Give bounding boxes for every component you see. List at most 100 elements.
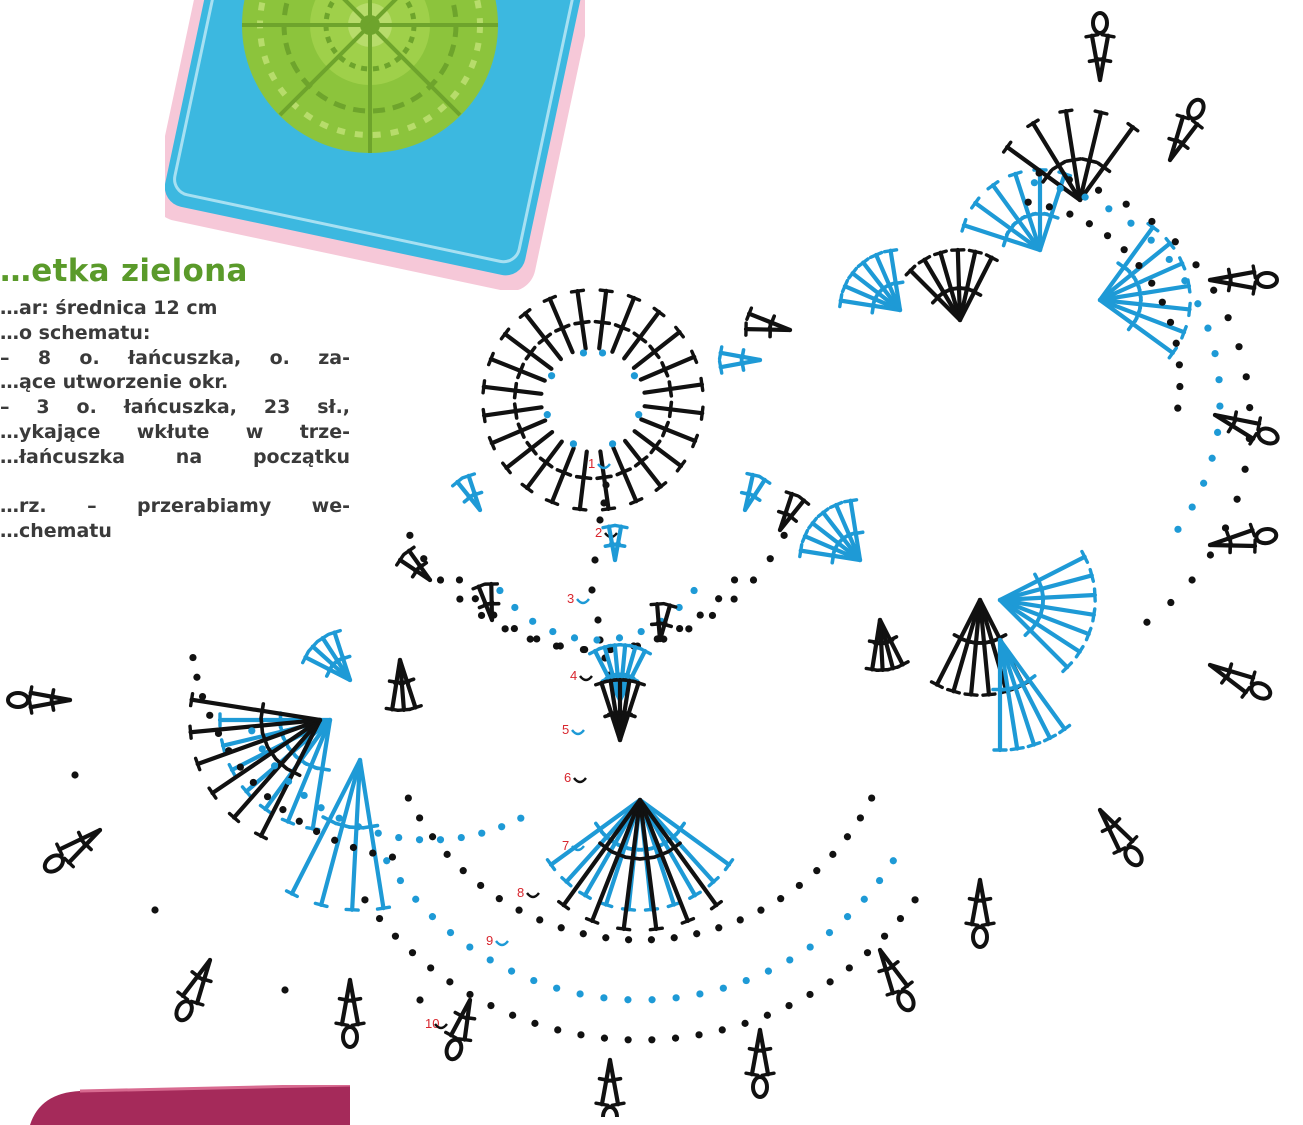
chain-dot <box>478 830 485 837</box>
chain-dot <box>1143 619 1150 626</box>
chain-dot <box>577 1031 584 1038</box>
chain-dot <box>690 587 697 594</box>
chain-dot <box>846 964 853 971</box>
chain-dot <box>624 996 631 1003</box>
stitch-symbol <box>658 604 676 640</box>
chain-dot <box>429 913 436 920</box>
picot-loop <box>8 693 28 707</box>
chain-dot <box>517 815 524 822</box>
chain-dot <box>1167 599 1174 606</box>
chain-dot <box>1214 429 1221 436</box>
chain-dot <box>648 996 655 1003</box>
chain-dot <box>487 1002 494 1009</box>
chain-dot <box>685 625 692 632</box>
chain-dot <box>720 985 727 992</box>
chain-dot <box>570 440 577 447</box>
chain-dot <box>279 806 286 813</box>
chain-dot <box>508 968 515 975</box>
chain-dot <box>781 532 788 539</box>
round-label: 6 <box>564 770 571 785</box>
chain-dot <box>199 693 206 700</box>
chain-dot <box>416 996 423 1003</box>
chain-dot <box>1159 299 1166 306</box>
chain-dot <box>466 943 473 950</box>
chain-dot <box>1176 383 1183 390</box>
chain-dot <box>1148 280 1155 287</box>
chain-dot <box>536 916 543 923</box>
chain-dot <box>1194 300 1201 307</box>
stitch-symbol <box>595 290 612 348</box>
chain-dot <box>1025 199 1032 206</box>
chain-dot <box>695 1031 702 1038</box>
chain-dot <box>496 895 503 902</box>
chain-dot <box>1082 194 1089 201</box>
chain-dot <box>600 994 607 1001</box>
chain-dot <box>548 372 555 379</box>
chain-dot <box>406 532 413 539</box>
chain-dot <box>456 595 463 602</box>
slip-stitch-mark <box>580 676 592 680</box>
chain-dot <box>807 943 814 950</box>
chain-dot <box>829 851 836 858</box>
stitch-symbol <box>966 880 983 925</box>
picot-loop <box>173 999 195 1023</box>
chain-dot <box>271 762 278 769</box>
chain-dot <box>1246 435 1253 442</box>
chain-dot <box>549 628 556 635</box>
chain-dot <box>71 771 78 778</box>
stitch-symbol <box>336 980 353 1025</box>
chain-dot <box>599 349 606 356</box>
stitch-symbol <box>645 402 703 419</box>
chain-dot <box>206 712 213 719</box>
picot-loop <box>343 1027 357 1047</box>
chain-dot <box>558 924 565 931</box>
chain-dot <box>757 907 764 914</box>
chain-dot <box>477 882 484 889</box>
chain-dot <box>911 896 918 903</box>
picot-loop <box>895 989 917 1013</box>
chain-dot <box>529 618 536 625</box>
stitch-symbol <box>1210 524 1254 545</box>
chain-dot <box>719 1026 726 1033</box>
chain-dot <box>767 555 774 562</box>
chain-dot <box>609 440 616 447</box>
chain-dot <box>580 930 587 937</box>
chain-dot <box>1123 201 1130 208</box>
chain-dot <box>496 587 503 594</box>
chain-dot <box>1174 405 1181 412</box>
round-label: 5 <box>562 722 569 737</box>
chain-dot <box>281 986 288 993</box>
chain-dot <box>844 833 851 840</box>
picot-loop <box>1257 273 1277 287</box>
chain-dot <box>594 616 601 623</box>
chain-dot <box>796 882 803 889</box>
stitch-symbol <box>65 830 100 867</box>
chain-dot <box>554 1026 561 1033</box>
chain-dot <box>1172 238 1179 245</box>
chain-dot <box>588 586 595 593</box>
picot-loop <box>42 852 66 875</box>
chain-dot <box>544 411 551 418</box>
picot-loop <box>1122 844 1145 868</box>
chain-dot <box>1200 480 1207 487</box>
chain-dot <box>193 674 200 681</box>
round-label: 3 <box>567 591 574 606</box>
chain-dot <box>1167 319 1174 326</box>
stitch-symbol <box>483 381 541 398</box>
stitch-symbol <box>596 1060 613 1105</box>
chain-dot <box>861 896 868 903</box>
bottom-strip <box>20 1085 350 1125</box>
chain-dot <box>631 372 638 379</box>
chain-dot <box>576 990 583 997</box>
stitch-symbol <box>1097 35 1114 80</box>
chain-dot <box>731 595 738 602</box>
picot-loop <box>1185 97 1207 121</box>
chain-dot <box>1095 187 1102 194</box>
chain-dot <box>397 877 404 884</box>
chain-dot <box>1241 466 1248 473</box>
chain-dot <box>553 985 560 992</box>
chain-dot <box>509 1012 516 1019</box>
chain-dot <box>446 978 453 985</box>
chain-dot <box>1036 169 1043 176</box>
